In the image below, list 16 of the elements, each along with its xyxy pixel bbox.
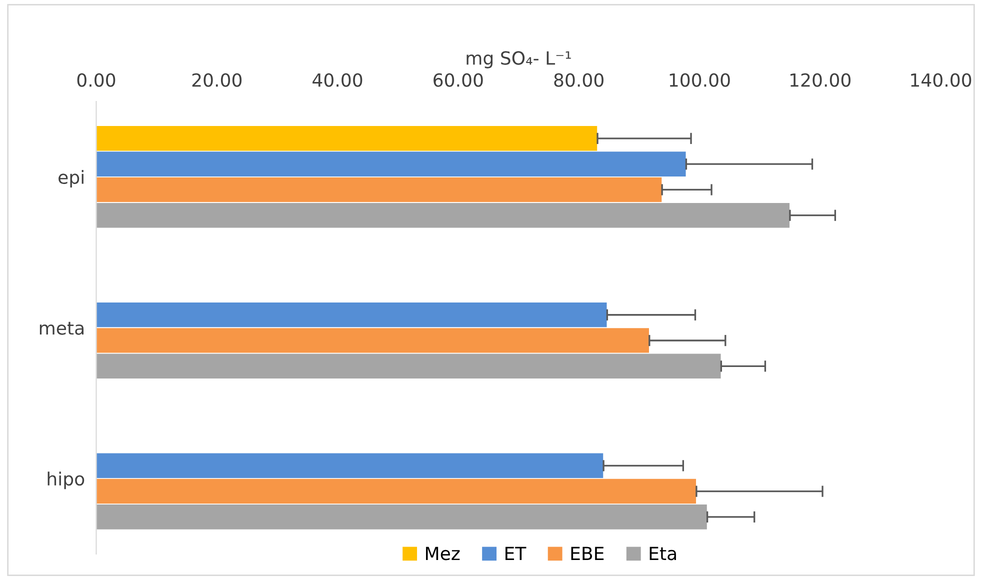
legend-label: Mez — [426, 546, 460, 560]
y-tick-label: epi — [58, 170, 84, 188]
y-tick-label: meta — [40, 322, 84, 335]
x-tick-label: 0.00 — [77, 73, 116, 87]
y-tick-label: hipo — [48, 472, 84, 490]
legend-label: ET — [506, 546, 526, 560]
x-tick-label: 100.00 — [670, 73, 730, 87]
x-tick-label: 140.00 — [911, 73, 972, 87]
x-tick-label: 80.00 — [554, 73, 604, 87]
x-tick-label: 40.00 — [312, 73, 362, 87]
x-axis-title: mg SO₄- L⁻¹ — [466, 51, 571, 68]
x-tick-label: 20.00 — [192, 73, 242, 87]
legend-label: Eta — [650, 546, 676, 560]
legend-label: EBE — [571, 546, 604, 560]
x-tick-label: 120.00 — [790, 73, 850, 87]
x-tick-label: 60.00 — [434, 73, 483, 87]
